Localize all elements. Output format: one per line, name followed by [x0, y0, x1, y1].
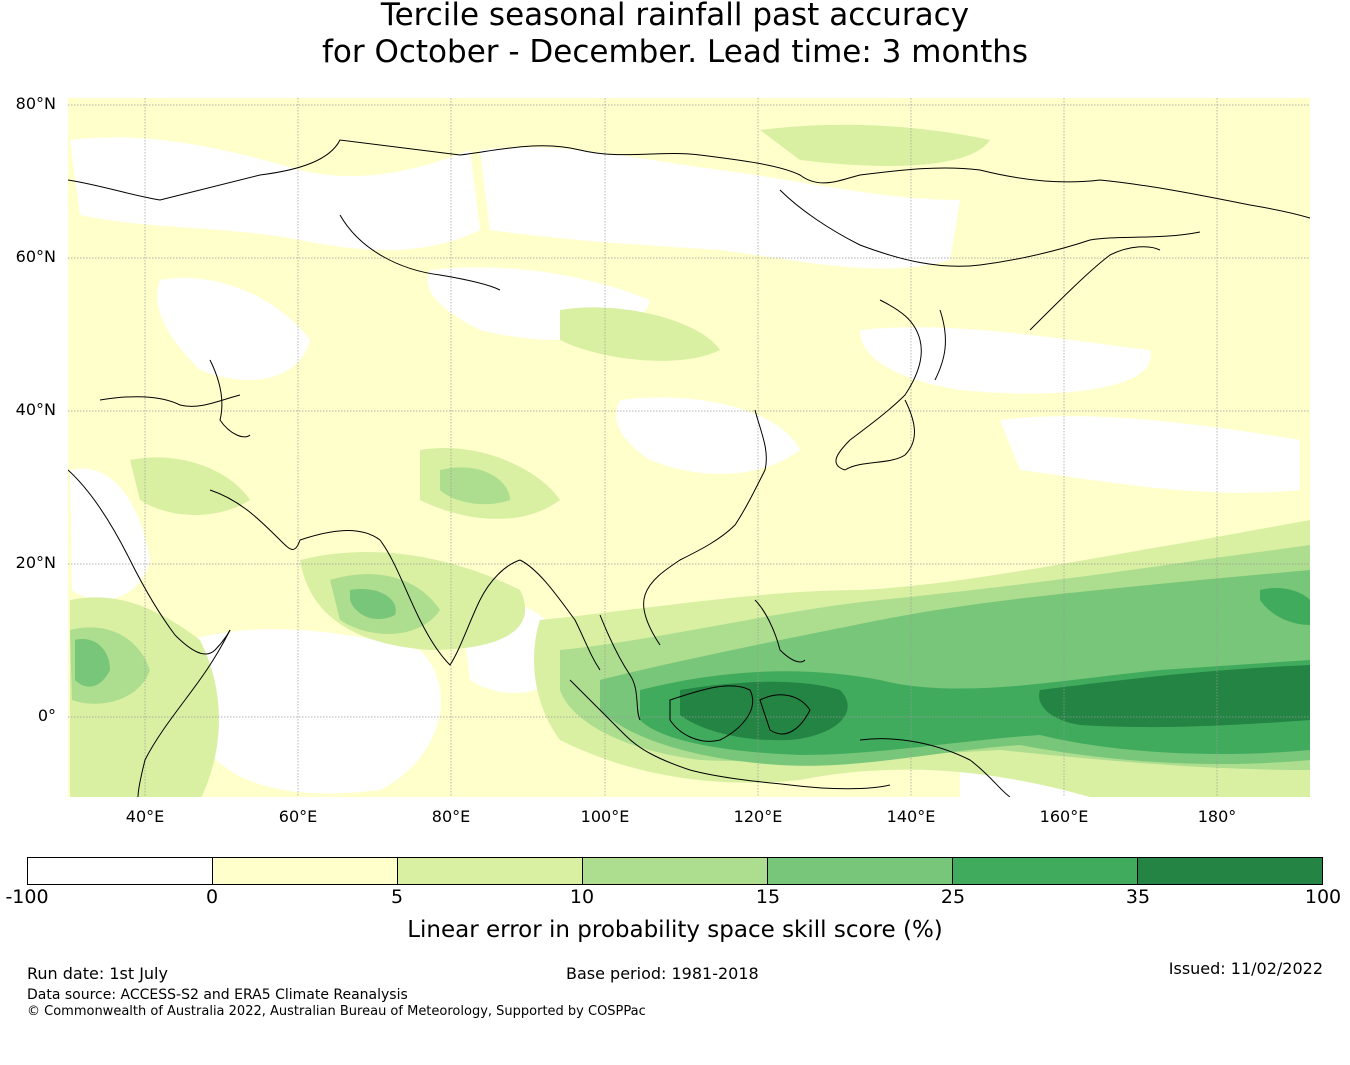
- colorbar-tick: 0: [205, 886, 219, 908]
- lat-label-40n: 40°N: [15, 400, 56, 419]
- lon-label-40e: 40°E: [125, 807, 165, 826]
- lat-label-80n: 80°N: [15, 94, 56, 113]
- colorbar-segment: [28, 858, 213, 884]
- map-fields: [68, 98, 1310, 797]
- coastlines: [68, 139, 1310, 797]
- issued-date: Issued: 11/02/2022: [1168, 959, 1323, 978]
- lon-label-180: 180°: [1197, 807, 1237, 826]
- colorbar-segment: [1138, 858, 1322, 884]
- run-date: Run date: 1st July: [27, 964, 168, 983]
- chart-title-line-2: for October - December. Lead time: 3 mon…: [321, 34, 1029, 70]
- colorbar: [27, 857, 1323, 885]
- base-period: Base period: 1981-2018: [566, 964, 759, 983]
- lat-label-60n: 60°N: [15, 247, 56, 266]
- colorbar-segment: [583, 858, 768, 884]
- colorbar-segment: [953, 858, 1138, 884]
- colorbar-label: Linear error in probability space skill …: [407, 917, 943, 943]
- colorbar-segment: [398, 858, 583, 884]
- colorbar-tick: 25: [940, 886, 966, 908]
- colorbar-segment: [213, 858, 398, 884]
- colorbar-tick: 5: [390, 886, 404, 908]
- colorbar-tick: 10: [569, 886, 595, 908]
- lon-label-120e: 120°E: [733, 807, 783, 826]
- colorbar-tick: 35: [1125, 886, 1151, 908]
- colorbar-tick: 15: [755, 886, 781, 908]
- lon-label-60e: 60°E: [278, 807, 318, 826]
- lat-label-0: 0°: [37, 706, 56, 725]
- colorbar-tick: -100: [5, 886, 49, 908]
- lon-label-140e: 140°E: [886, 807, 936, 826]
- lat-label-20n: 20°N: [15, 553, 56, 572]
- map-gridlines: [68, 98, 1310, 797]
- data-source: Data source: ACCESS-S2 and ERA5 Climate …: [27, 987, 408, 1003]
- lon-label-80e: 80°E: [431, 807, 471, 826]
- colorbar-tick: 100: [1304, 886, 1342, 908]
- lon-label-160e: 160°E: [1039, 807, 1089, 826]
- lon-label-100e: 100°E: [580, 807, 630, 826]
- chart-title-line-1: Tercile seasonal rainfall past accuracy: [380, 0, 970, 33]
- skill-score-map: [68, 98, 1310, 797]
- colorbar-segment: [768, 858, 953, 884]
- copyright: © Commonwealth of Australia 2022, Austra…: [27, 1004, 646, 1019]
